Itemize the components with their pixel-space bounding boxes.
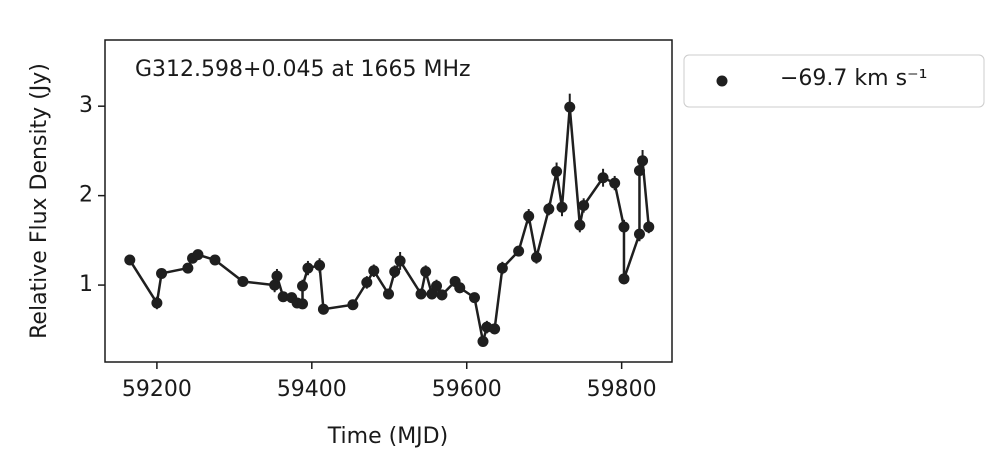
data-point xyxy=(609,177,621,189)
data-point xyxy=(530,251,542,263)
data-point xyxy=(523,210,535,222)
data-point xyxy=(182,262,194,274)
data-point xyxy=(237,276,249,287)
data-point xyxy=(192,249,204,261)
data-point xyxy=(633,228,645,240)
data-point xyxy=(454,282,466,294)
data-point xyxy=(297,280,309,292)
plot-frame xyxy=(104,39,673,363)
data-point xyxy=(496,262,508,274)
data-point xyxy=(597,172,609,184)
data-point xyxy=(271,270,283,282)
data-point xyxy=(551,165,563,177)
data-point xyxy=(314,259,326,271)
data-point xyxy=(317,303,329,315)
data-point xyxy=(436,289,448,301)
data-point xyxy=(368,265,380,277)
data-point xyxy=(643,221,655,233)
annotation: G312.598+0.045 at 1665 MHz xyxy=(135,57,471,82)
data-point xyxy=(302,262,314,274)
data-point xyxy=(618,221,630,233)
data-point xyxy=(513,245,525,257)
data-point xyxy=(389,266,401,278)
data-point xyxy=(618,273,630,285)
legend-box xyxy=(683,54,985,108)
data-point xyxy=(420,266,432,278)
data-point xyxy=(361,276,373,288)
data-point xyxy=(564,101,576,113)
data-point xyxy=(394,255,406,267)
data-point xyxy=(124,254,136,266)
data-point xyxy=(347,299,359,311)
data-point xyxy=(556,201,568,213)
data-point xyxy=(151,297,163,309)
data-point xyxy=(209,254,221,266)
data-point xyxy=(431,280,443,292)
data-point xyxy=(277,291,289,303)
data-line xyxy=(128,106,651,342)
x-tick-label: 59400 xyxy=(277,377,347,402)
data-point xyxy=(637,155,649,167)
x-tick-label: 59800 xyxy=(587,377,657,402)
data-point xyxy=(489,323,501,335)
data-point xyxy=(574,219,586,231)
data-point xyxy=(468,292,480,304)
data-point xyxy=(383,288,394,300)
x-tick-label: 59600 xyxy=(432,377,502,402)
data-point xyxy=(426,288,438,300)
y-tick-label: 1 xyxy=(79,272,93,297)
data-point xyxy=(543,203,555,215)
legend-label: −69.7 km s⁻¹ xyxy=(780,66,927,91)
legend-marker xyxy=(716,75,728,87)
data-point xyxy=(297,298,309,310)
data-point xyxy=(156,267,168,279)
data-point xyxy=(578,199,590,211)
x-tick-label: 59200 xyxy=(122,377,192,402)
x-axis-label: Time (MJD) xyxy=(327,424,448,449)
y-axis-label: Relative Flux Density (Jy) xyxy=(27,63,52,339)
y-tick-label: 3 xyxy=(79,93,93,118)
y-tick-label: 2 xyxy=(79,183,93,208)
data-point xyxy=(415,288,427,300)
data-point xyxy=(477,335,489,347)
